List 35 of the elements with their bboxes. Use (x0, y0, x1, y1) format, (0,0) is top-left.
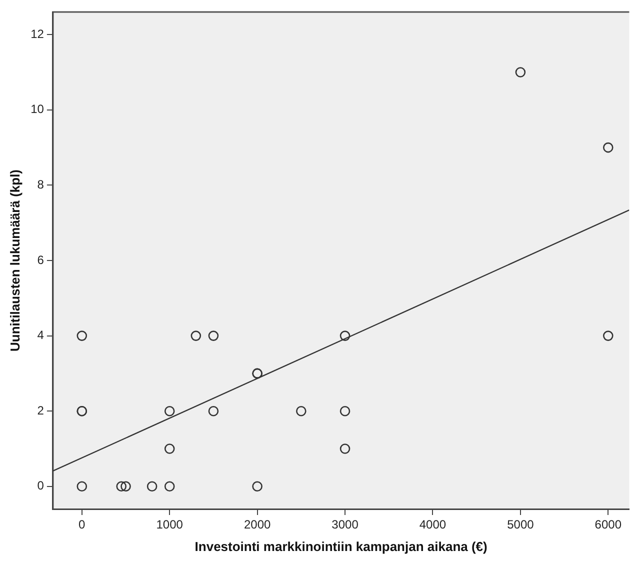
x-tick-label: 0 (78, 518, 86, 532)
x-tick-label: 6000 (594, 518, 622, 532)
x-tick-label: 3000 (332, 518, 359, 532)
x-tick-label: 2000 (244, 518, 271, 532)
y-tick-label: 2 (37, 403, 44, 418)
x-tick-label: 1000 (156, 518, 184, 532)
y-tick-label: 8 (37, 178, 44, 192)
y-tick-label: 10 (30, 102, 44, 116)
y-tick-label: 0 (37, 478, 44, 493)
x-tick-label: 4000 (419, 518, 446, 532)
x-axis-title: Investointi markkinointiin kampanjan aikana (€) (194, 538, 488, 554)
point (76, 481, 88, 492)
point (340, 406, 350, 416)
point (164, 444, 175, 454)
point (120, 481, 131, 492)
point (340, 444, 350, 454)
point (252, 481, 262, 492)
x-tick-label: 5000 (507, 518, 534, 532)
y-tick-label: 4 (37, 328, 44, 342)
point (603, 330, 614, 341)
point (76, 330, 88, 341)
point (296, 406, 306, 416)
point (146, 481, 158, 492)
point (340, 330, 350, 341)
point (190, 330, 202, 341)
point (208, 330, 219, 341)
y-tick-label: 12 (30, 26, 44, 41)
point (515, 67, 526, 78)
y-axis-title: Uunitilausten lukumäärä (kpl) (7, 169, 22, 352)
point (164, 406, 175, 416)
y-tick-label: 6 (37, 252, 44, 267)
point (116, 481, 127, 492)
point (208, 406, 219, 416)
point (164, 481, 175, 492)
point (603, 142, 614, 153)
